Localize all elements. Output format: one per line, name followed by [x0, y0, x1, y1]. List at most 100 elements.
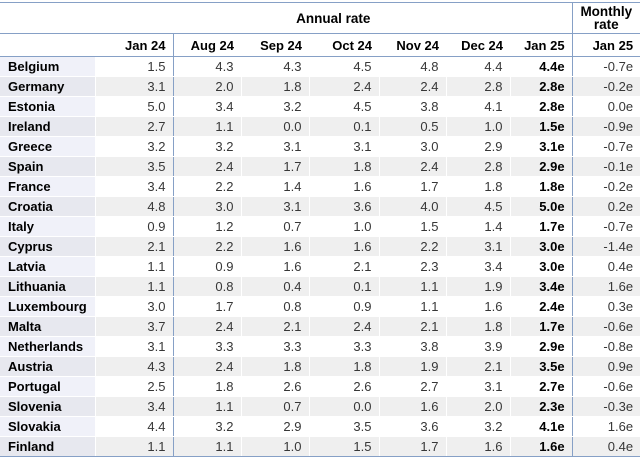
cell-cyprus-jan-25: 3.0e — [509, 236, 573, 257]
table-row: Italy 0.9 1.2 0.7 1.0 1.5 1.4 1.7e -0.7e — [0, 216, 640, 237]
cell-slovakia-jan-24: 4.4 — [94, 416, 173, 437]
row-header-austria: Austria — [0, 356, 95, 377]
cell-lithuania-oct-24: 0.1 — [308, 276, 379, 297]
column-header-nov-24: Nov 24 — [379, 33, 446, 57]
cell-estonia-sep-24: 3.2 — [240, 96, 309, 117]
cell-france-nov-24: 1.7 — [378, 176, 446, 197]
cell-slovakia-monthly-jan-25: 1.6e — [571, 416, 640, 437]
column-header-sep-24: Sep 24 — [241, 33, 309, 57]
column-header-jan-25: Jan 25 — [510, 33, 573, 57]
cell-cyprus-dec-24: 3.1 — [445, 236, 510, 257]
column-header-jan-24: Jan 24 — [95, 33, 173, 57]
cell-luxembourg-sep-24: 0.8 — [240, 296, 309, 317]
cell-portugal-sep-24: 2.6 — [240, 376, 309, 397]
cell-austria-oct-24: 1.8 — [308, 356, 379, 377]
row-header-belgium: Belgium — [0, 56, 95, 77]
cell-latvia-aug-24: 0.9 — [172, 256, 241, 277]
table-row: Portugal 2.5 1.8 2.6 2.6 2.7 3.1 2.7e -0.6e — [0, 376, 640, 397]
cell-malta-aug-24: 2.4 — [172, 316, 241, 337]
cell-ireland-oct-24: 0.1 — [308, 116, 379, 137]
cell-malta-oct-24: 2.4 — [308, 316, 379, 337]
row-header-portugal: Portugal — [0, 376, 95, 397]
cell-germany-sep-24: 1.8 — [240, 76, 309, 97]
cell-portugal-aug-24: 1.8 — [172, 376, 241, 397]
cell-slovenia-sep-24: 0.7 — [240, 396, 309, 417]
cell-cyprus-monthly-jan-25: -1.4e — [571, 236, 640, 257]
cell-france-jan-25: 1.8e — [509, 176, 573, 197]
cell-italy-aug-24: 1.2 — [172, 216, 241, 237]
cell-estonia-jan-24: 5.0 — [94, 96, 173, 117]
cell-croatia-oct-24: 3.6 — [308, 196, 379, 217]
cell-slovakia-dec-24: 3.2 — [445, 416, 510, 437]
cell-croatia-nov-24: 4.0 — [378, 196, 446, 217]
row-header-latvia: Latvia — [0, 256, 95, 277]
cell-netherlands-dec-24: 3.9 — [445, 336, 510, 357]
cell-germany-aug-24: 2.0 — [172, 76, 241, 97]
cell-finland-monthly-jan-25: 0.4e — [571, 436, 640, 457]
cell-lithuania-dec-24: 1.9 — [445, 276, 510, 297]
cell-cyprus-nov-24: 2.2 — [378, 236, 446, 257]
row-header-netherlands: Netherlands — [0, 336, 95, 357]
column-header-dec-24: Dec 24 — [446, 33, 510, 57]
table-row: Croatia 4.8 3.0 3.1 3.6 4.0 4.5 5.0e 0.2e — [0, 196, 640, 217]
cell-spain-dec-24: 2.8 — [445, 156, 510, 177]
table-row: Luxembourg 3.0 1.7 0.8 0.9 1.1 1.6 2.4e 0.3e — [0, 296, 640, 317]
cell-latvia-oct-24: 2.1 — [308, 256, 379, 277]
cell-italy-dec-24: 1.4 — [445, 216, 510, 237]
cell-slovenia-aug-24: 1.1 — [172, 396, 241, 417]
cell-finland-nov-24: 1.7 — [378, 436, 446, 457]
cell-greece-monthly-jan-25: -0.7e — [571, 136, 640, 157]
row-header-finland: Finland — [0, 436, 95, 457]
row-header-luxembourg: Luxembourg — [0, 296, 95, 317]
cell-france-monthly-jan-25: -0.2e — [571, 176, 640, 197]
cell-netherlands-sep-24: 3.3 — [240, 336, 309, 357]
cell-croatia-sep-24: 3.1 — [240, 196, 309, 217]
table-row: Germany 3.1 2.0 1.8 2.4 2.4 2.8 2.8e -0.2e — [0, 76, 640, 97]
cell-belgium-nov-24: 4.8 — [378, 56, 446, 77]
cell-croatia-jan-24: 4.8 — [94, 196, 173, 217]
cell-germany-jan-24: 3.1 — [94, 76, 173, 97]
cell-lithuania-jan-25: 3.4e — [509, 276, 573, 297]
cell-france-dec-24: 1.8 — [445, 176, 510, 197]
row-header-slovakia: Slovakia — [0, 416, 95, 437]
row-header-croatia: Croatia — [0, 196, 95, 217]
cell-italy-nov-24: 1.5 — [378, 216, 446, 237]
table-row: Greece 3.2 3.2 3.1 3.1 3.0 2.9 3.1e -0.7e — [0, 136, 640, 157]
cell-france-sep-24: 1.4 — [240, 176, 309, 197]
cell-slovakia-aug-24: 3.2 — [172, 416, 241, 437]
table-row: Estonia 5.0 3.4 3.2 4.5 3.8 4.1 2.8e 0.0e — [0, 96, 640, 117]
cell-slovakia-nov-24: 3.6 — [378, 416, 446, 437]
cell-slovakia-jan-25: 4.1e — [509, 416, 573, 437]
cell-slovakia-oct-24: 3.5 — [308, 416, 379, 437]
row-header-estonia: Estonia — [0, 96, 95, 117]
cell-cyprus-jan-24: 2.1 — [94, 236, 173, 257]
table-row: Cyprus 2.1 2.2 1.6 1.6 2.2 3.1 3.0e -1.4e — [0, 236, 640, 257]
cell-spain-jan-25: 2.9e — [509, 156, 573, 177]
corner-cell — [0, 2, 95, 34]
row-header-spain: Spain — [0, 156, 95, 177]
cell-malta-jan-24: 3.7 — [94, 316, 173, 337]
cell-ireland-monthly-jan-25: -0.9e — [571, 116, 640, 137]
column-header-aug-24: Aug 24 — [172, 33, 241, 57]
table-row: Finland 1.1 1.1 1.0 1.5 1.7 1.6 1.6e 0.4e — [0, 436, 640, 457]
cell-latvia-nov-24: 2.3 — [378, 256, 446, 277]
cell-italy-monthly-jan-25: -0.7e — [571, 216, 640, 237]
cell-ireland-sep-24: 0.0 — [240, 116, 309, 137]
cell-belgium-jan-24: 1.5 — [94, 56, 173, 77]
row-header-greece: Greece — [0, 136, 95, 157]
cell-greece-sep-24: 3.1 — [240, 136, 309, 157]
cell-malta-monthly-jan-25: -0.6e — [571, 316, 640, 337]
cell-croatia-aug-24: 3.0 — [172, 196, 241, 217]
cell-ireland-dec-24: 1.0 — [445, 116, 510, 137]
corner-cell — [0, 33, 95, 57]
cell-luxembourg-dec-24: 1.6 — [445, 296, 510, 317]
cell-austria-dec-24: 2.1 — [445, 356, 510, 377]
cell-estonia-dec-24: 4.1 — [445, 96, 510, 117]
cell-lithuania-jan-24: 1.1 — [94, 276, 173, 297]
cell-austria-jan-25: 3.5e — [509, 356, 573, 377]
cell-latvia-sep-24: 1.6 — [240, 256, 309, 277]
cell-finland-dec-24: 1.6 — [445, 436, 510, 457]
cell-slovakia-sep-24: 2.9 — [240, 416, 309, 437]
